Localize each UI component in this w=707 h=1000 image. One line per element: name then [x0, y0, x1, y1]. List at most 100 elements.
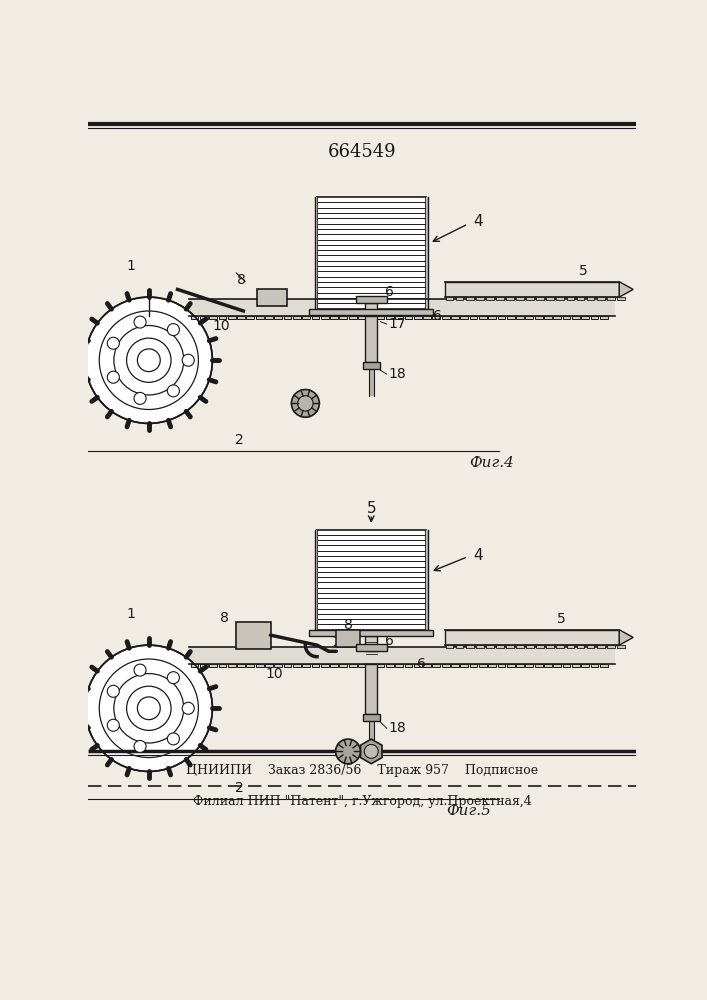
Bar	[274, 664, 282, 667]
Bar	[445, 645, 453, 648]
Bar	[218, 316, 226, 319]
Bar	[460, 664, 468, 667]
Bar	[303, 316, 310, 319]
Bar	[330, 664, 338, 667]
Bar	[547, 297, 554, 300]
Text: 2: 2	[235, 781, 244, 795]
Bar	[590, 316, 598, 319]
Bar	[256, 316, 264, 319]
Bar	[358, 664, 366, 667]
Text: 2: 2	[235, 433, 244, 447]
Bar	[572, 664, 580, 667]
Bar	[312, 316, 320, 319]
Polygon shape	[619, 630, 633, 645]
Bar	[356, 644, 387, 651]
Bar	[426, 197, 428, 310]
Bar	[404, 664, 412, 667]
Bar	[423, 316, 431, 319]
Bar	[404, 316, 412, 319]
Bar	[554, 664, 561, 667]
Text: 17: 17	[332, 635, 349, 649]
Bar	[256, 664, 264, 667]
Text: 5: 5	[366, 501, 376, 516]
Bar	[247, 664, 255, 667]
Bar	[537, 645, 544, 648]
Bar	[365, 316, 378, 362]
Bar	[228, 664, 235, 667]
Bar	[209, 664, 217, 667]
Bar	[309, 309, 433, 315]
Bar	[476, 297, 484, 300]
Bar	[317, 530, 426, 630]
Bar	[451, 316, 459, 319]
Text: 4: 4	[474, 548, 483, 563]
Text: 8: 8	[220, 611, 228, 625]
Bar	[423, 664, 431, 667]
Bar	[377, 316, 385, 319]
Bar	[433, 316, 440, 319]
Text: 1: 1	[127, 607, 136, 621]
Bar	[469, 316, 477, 319]
Circle shape	[134, 392, 146, 404]
Text: ЦНИИПИ    Заказ 2836/56    Тираж 957    Подписное: ЦНИИПИ Заказ 2836/56 Тираж 957 Подписное	[186, 764, 538, 777]
Bar	[145, 314, 149, 363]
Bar	[284, 664, 291, 667]
Bar	[544, 316, 552, 319]
Bar	[356, 296, 387, 303]
Bar	[209, 316, 217, 319]
Bar	[506, 645, 514, 648]
Text: 6: 6	[385, 634, 394, 648]
Bar	[337, 630, 360, 647]
Bar	[363, 714, 380, 721]
Bar	[293, 664, 300, 667]
Bar	[466, 297, 474, 300]
Bar	[516, 316, 524, 319]
Bar	[516, 664, 524, 667]
Circle shape	[168, 672, 180, 684]
Bar	[617, 645, 625, 648]
Bar	[330, 316, 338, 319]
Bar	[228, 316, 235, 319]
Bar	[479, 316, 486, 319]
Text: 6: 6	[385, 285, 394, 299]
Circle shape	[182, 702, 194, 714]
Circle shape	[107, 685, 119, 697]
Bar	[496, 645, 504, 648]
Circle shape	[107, 337, 119, 349]
Bar	[489, 664, 496, 667]
Bar	[581, 664, 589, 667]
Bar	[339, 664, 347, 667]
Bar	[309, 630, 433, 636]
Text: 5: 5	[556, 612, 566, 626]
Circle shape	[107, 719, 119, 731]
Bar	[247, 316, 255, 319]
Bar	[237, 316, 245, 319]
Bar	[537, 297, 544, 300]
Circle shape	[336, 739, 361, 764]
Text: Филиал ПИП "Патент", г.Ужгород, ул.Проектная,4: Филиал ПИП "Патент", г.Ужгород, ул.Проек…	[192, 795, 532, 808]
Bar	[563, 316, 571, 319]
Bar	[572, 316, 580, 319]
Bar	[577, 645, 585, 648]
Bar	[369, 369, 373, 396]
Polygon shape	[361, 739, 382, 764]
Bar	[587, 297, 595, 300]
Circle shape	[364, 744, 378, 758]
Text: Фиг.4: Фиг.4	[469, 456, 514, 470]
Bar	[363, 362, 380, 369]
Bar	[486, 645, 493, 648]
Bar	[590, 664, 598, 667]
Bar	[303, 664, 310, 667]
Bar	[456, 297, 464, 300]
Bar	[189, 647, 615, 664]
Bar	[442, 316, 450, 319]
Bar	[265, 316, 273, 319]
Bar	[237, 664, 245, 667]
Bar	[358, 316, 366, 319]
Circle shape	[107, 371, 119, 383]
Text: 6: 6	[433, 309, 442, 323]
Bar	[257, 289, 287, 306]
Bar	[191, 664, 199, 667]
Polygon shape	[619, 282, 633, 297]
Circle shape	[168, 324, 180, 336]
